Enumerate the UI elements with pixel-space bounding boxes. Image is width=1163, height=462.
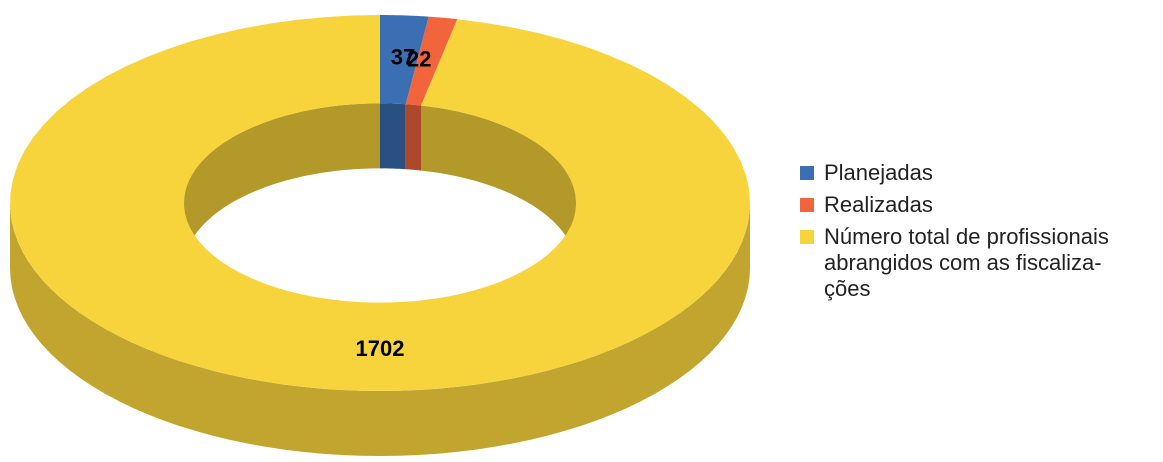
data-label-planejadas: 37 xyxy=(391,45,415,70)
legend: Planejadas Realizadas Número total de pr… xyxy=(800,160,1163,308)
data-label-total-profissionais: 1702 xyxy=(356,336,405,361)
legend-label-realizadas: Realizadas xyxy=(824,192,933,217)
donut-top xyxy=(10,15,751,391)
legend-item-total-profissionais: Número total de profissionais abrangidos… xyxy=(800,224,1163,302)
legend-item-planejadas: Planejadas xyxy=(800,160,1163,186)
legend-item-realizadas: Realizadas xyxy=(800,192,1163,218)
data-label-realizadas: 22 xyxy=(407,47,431,72)
legend-swatch-planejadas xyxy=(800,166,814,180)
legend-label-planejadas: Planejadas xyxy=(824,160,933,185)
slice-realizadas xyxy=(405,16,458,106)
slice-total-profissionais xyxy=(10,15,751,391)
inner-wall-planejadas xyxy=(380,103,406,170)
donut-sides xyxy=(10,103,750,456)
inner-wall-realizadas xyxy=(405,104,421,171)
legend-swatch-total-profissionais xyxy=(800,230,814,244)
legend-label-total-profissionais: Número total de profissionais abrangidos… xyxy=(824,224,1109,301)
inner-wall-total-profissionais xyxy=(183,103,380,269)
outer-wall-total-profissionais xyxy=(10,203,750,456)
slice-planejadas xyxy=(380,15,429,105)
inner-wall-total-profissionais xyxy=(421,105,577,268)
legend-swatch-realizadas xyxy=(800,198,814,212)
